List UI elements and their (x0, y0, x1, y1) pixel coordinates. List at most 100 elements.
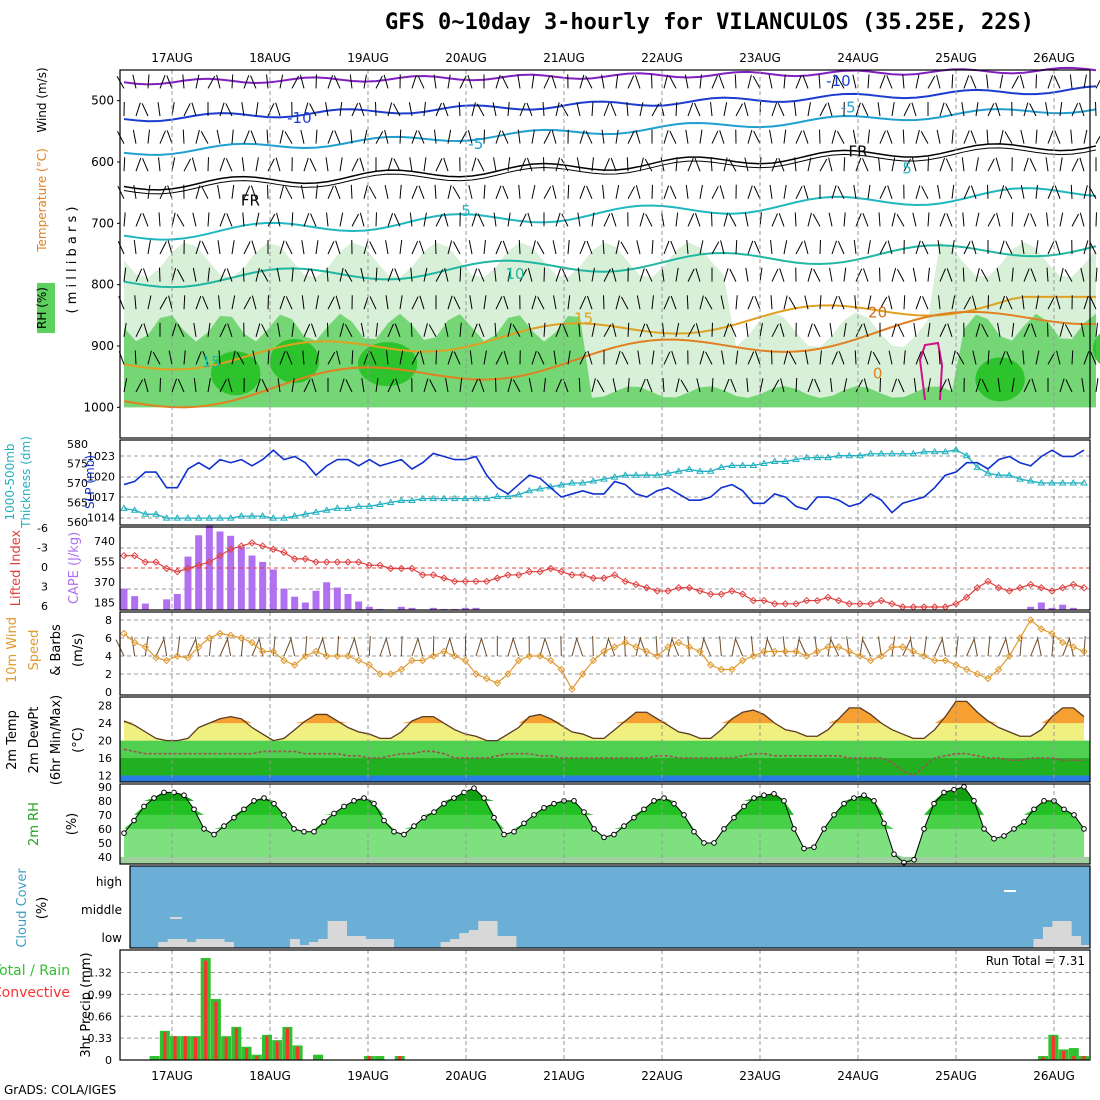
wind-barb (995, 157, 1001, 172)
wind-barb (193, 322, 197, 337)
thickness-marker (514, 490, 523, 498)
rh-fill (124, 786, 1084, 829)
wind-barb (250, 130, 257, 144)
ylabel-wind: Wind (m/s) (35, 67, 49, 132)
wind-barb (227, 323, 233, 337)
wind-barb (855, 213, 862, 227)
wind-barb (812, 213, 821, 227)
wind-barb (639, 102, 644, 117)
lifted-index-marker (354, 558, 363, 566)
wind-barb (788, 351, 797, 365)
wind-barb (231, 74, 234, 89)
precip-convective-bar (214, 1001, 218, 1060)
thickness-marker (248, 512, 256, 519)
wind-barb (375, 131, 384, 144)
wind-barb (231, 129, 234, 144)
wind-speed-marker (226, 631, 235, 640)
wind-barb (301, 295, 305, 310)
wind-barb (867, 129, 870, 144)
wind-barb (939, 323, 947, 338)
cloud-low-bar (506, 936, 517, 948)
lifted-index-marker (674, 584, 683, 592)
rh-marker (601, 834, 607, 841)
wind-speed-marker (1005, 652, 1014, 660)
thickness-marker (418, 494, 427, 502)
wind-barb (409, 157, 413, 172)
series-wind-speed (123, 619, 1085, 691)
wind-barb (1090, 351, 1097, 365)
wind-barb (686, 295, 689, 310)
precip-convective-bar (204, 960, 208, 1060)
precip-total-bar (149, 1056, 160, 1060)
cloud-low-bar (365, 939, 376, 948)
wind-barb (159, 75, 166, 89)
wind-barb (517, 129, 521, 144)
wind-barb (358, 102, 365, 117)
thickness-marker (173, 514, 182, 521)
panel-rh (119, 783, 1091, 865)
wind-barb (225, 103, 233, 117)
wind-barb (705, 351, 713, 365)
wind-barb (385, 295, 389, 310)
wind-barb (217, 240, 221, 255)
ylabel-rh-unit: (%) (65, 813, 80, 836)
wind-barb (927, 322, 931, 337)
cloud-low-bar (1080, 945, 1091, 948)
wind-barb (635, 130, 641, 144)
y-tick-label-cape: 370 (94, 576, 115, 589)
wind-barb (543, 322, 546, 337)
thickness-marker (525, 486, 534, 494)
wind-speed-marker (504, 670, 512, 678)
wind-barb (279, 295, 286, 310)
thickness-marker (738, 461, 747, 468)
wind-barb (326, 212, 329, 227)
thickness-marker (824, 453, 832, 461)
cloud-low-bar (478, 921, 489, 948)
wind-barb (586, 240, 593, 255)
wind-barb (501, 75, 509, 89)
wind-barb (981, 324, 989, 338)
wind-barb (1030, 268, 1037, 282)
footer-credit: GrADS: COLA/IGES (4, 1083, 117, 1097)
lifted-index-marker (589, 574, 598, 582)
wind-barb (721, 350, 725, 365)
wind-barb (627, 186, 636, 200)
wind-barb (711, 130, 719, 144)
wind-barb (195, 74, 200, 89)
wind-barb (241, 157, 245, 172)
wind-speed-marker (482, 674, 491, 683)
thickness-marker (376, 500, 384, 507)
wind-barb (759, 378, 764, 393)
wind-barb (183, 103, 191, 117)
wind-barb (243, 296, 252, 310)
y-tick-label-temp: 16 (98, 752, 112, 765)
wind-barb (236, 352, 245, 365)
wind-speed-marker (408, 656, 416, 665)
wind-speed-marker (258, 647, 267, 656)
thickness-marker (888, 449, 896, 457)
wind-barb (838, 296, 845, 310)
wind-barb (135, 157, 142, 172)
cape-bar (365, 606, 373, 610)
cloud-low-bar (1033, 939, 1044, 948)
wind-barb (807, 102, 811, 117)
precip-convective-bar (285, 1028, 289, 1060)
wind-barb (260, 269, 269, 282)
wind-speed-marker (333, 652, 342, 660)
wind-barb (519, 269, 528, 282)
wind-barb (483, 350, 487, 365)
rh-marker (881, 820, 887, 827)
wind-barb (897, 323, 905, 338)
y-tick-label-wind: 0 (105, 686, 112, 699)
wind-barb (802, 130, 809, 144)
thickness-marker (845, 451, 854, 459)
wind-barb (279, 351, 286, 365)
wind-barb (166, 130, 173, 144)
wind-barb (327, 74, 334, 89)
wind-barb (577, 267, 581, 282)
y-tick-label-thickness: 570 (67, 477, 88, 490)
wind-barb (863, 378, 869, 393)
y-tick-label-thickness: 575 (67, 458, 88, 471)
wind-barb (1047, 296, 1055, 310)
wind-barb (945, 103, 953, 117)
